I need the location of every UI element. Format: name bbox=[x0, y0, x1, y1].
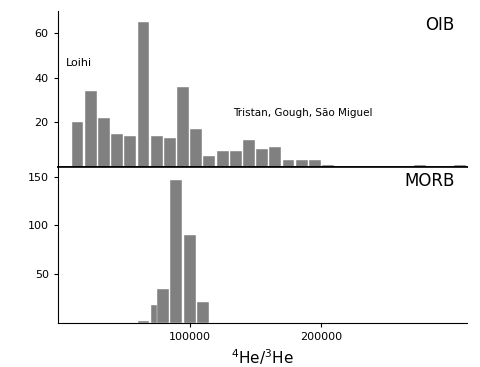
Bar bbox=[196, 302, 208, 323]
Bar bbox=[183, 235, 195, 323]
Bar bbox=[157, 289, 169, 323]
Bar bbox=[322, 165, 333, 167]
Bar bbox=[190, 129, 202, 167]
Bar bbox=[150, 136, 162, 167]
Text: MORB: MORB bbox=[403, 172, 453, 190]
Bar bbox=[177, 87, 189, 167]
Bar bbox=[414, 165, 425, 167]
Bar bbox=[164, 138, 175, 167]
Bar bbox=[124, 136, 136, 167]
Bar bbox=[98, 118, 109, 167]
Bar bbox=[72, 123, 83, 167]
Text: Tristan, Gough, São Miguel: Tristan, Gough, São Miguel bbox=[233, 108, 372, 118]
Bar bbox=[269, 147, 281, 167]
Text: OIB: OIB bbox=[424, 16, 453, 34]
Bar bbox=[282, 160, 294, 167]
Bar bbox=[308, 160, 320, 167]
Bar bbox=[111, 134, 123, 167]
Bar bbox=[84, 91, 96, 167]
Bar bbox=[216, 152, 228, 167]
Bar bbox=[295, 160, 307, 167]
Bar bbox=[229, 152, 241, 167]
Bar bbox=[170, 180, 182, 323]
Bar bbox=[453, 165, 465, 167]
Bar bbox=[150, 305, 162, 323]
Bar bbox=[203, 156, 215, 167]
X-axis label: $^{4}$He/$^{3}$He: $^{4}$He/$^{3}$He bbox=[230, 348, 293, 367]
Bar bbox=[242, 140, 254, 167]
Text: Loihi: Loihi bbox=[66, 58, 92, 68]
Bar bbox=[137, 321, 149, 323]
Bar bbox=[137, 22, 149, 167]
Bar bbox=[256, 149, 267, 167]
